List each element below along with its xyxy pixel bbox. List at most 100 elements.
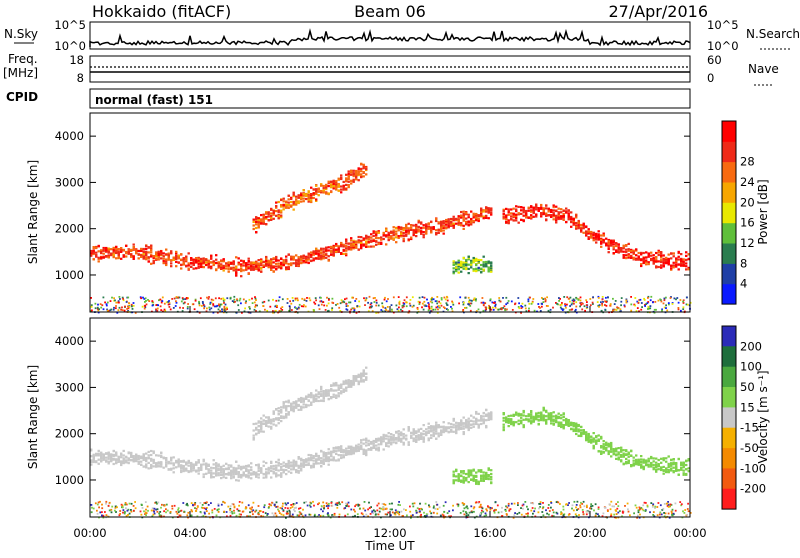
range-cell xyxy=(183,460,185,462)
range-cell xyxy=(325,455,327,457)
noise-cell xyxy=(534,310,536,312)
noise-cell xyxy=(505,297,507,299)
noise-cell xyxy=(431,306,433,308)
range-cell xyxy=(348,173,350,175)
range-cell xyxy=(258,422,260,424)
range-cell xyxy=(283,462,285,464)
noise-cell xyxy=(435,300,437,302)
noise-cell xyxy=(319,301,321,303)
range-cell xyxy=(348,383,350,385)
range-cell xyxy=(153,260,155,262)
range-cell xyxy=(313,188,315,190)
range-cell xyxy=(138,455,140,457)
range-cell xyxy=(450,429,452,431)
range-cell xyxy=(253,423,255,425)
range-cell xyxy=(475,264,477,266)
range-cell xyxy=(205,261,207,263)
range-cell xyxy=(475,411,477,413)
range-cell xyxy=(323,451,325,453)
range-cell xyxy=(543,207,545,209)
range-cell xyxy=(203,266,205,268)
noise-cell xyxy=(276,305,278,307)
range-cell xyxy=(550,413,552,415)
noise-cell xyxy=(602,301,604,303)
range-cell xyxy=(590,231,592,233)
range-cell xyxy=(605,244,607,246)
range-cell xyxy=(510,208,512,210)
range-cell xyxy=(408,444,410,446)
noise-cell xyxy=(157,304,159,306)
range-cell xyxy=(410,229,412,231)
noise-cell xyxy=(173,307,175,309)
range-cell xyxy=(115,246,117,248)
range-cell xyxy=(270,215,272,217)
range-cell xyxy=(540,208,542,210)
range-cell xyxy=(218,474,220,476)
noise-cell xyxy=(584,305,586,307)
noise-cell xyxy=(654,301,656,303)
range-cell xyxy=(505,216,507,218)
noise-cell xyxy=(279,296,281,298)
noise-cell xyxy=(514,303,516,305)
range-cell xyxy=(365,168,367,170)
range-cell xyxy=(400,231,402,233)
noise-cell xyxy=(422,303,424,305)
range-cell xyxy=(468,272,470,274)
range-cell xyxy=(323,390,325,392)
nsearch-label: N.Search xyxy=(746,27,800,41)
range-cell xyxy=(163,258,165,260)
range-cell xyxy=(328,181,330,183)
range-cell xyxy=(350,170,352,172)
range-cell xyxy=(373,240,375,242)
noise-cell xyxy=(443,306,445,308)
range-cell xyxy=(545,423,547,425)
freq-frame xyxy=(90,56,690,82)
range-cell xyxy=(198,267,200,269)
range-cell xyxy=(330,249,332,251)
range-cell xyxy=(520,206,522,208)
range-cell xyxy=(318,462,320,464)
range-cell xyxy=(533,207,535,209)
range-cell xyxy=(288,460,290,462)
range-cell xyxy=(533,417,535,419)
range-cell xyxy=(510,212,512,214)
range-cell xyxy=(373,442,375,444)
range-cell xyxy=(293,462,295,464)
range-cell xyxy=(463,216,465,218)
noise-cell xyxy=(586,304,588,306)
range-cell xyxy=(615,251,617,253)
range-cell xyxy=(280,199,282,201)
range-cell xyxy=(575,216,577,218)
range-cell xyxy=(530,205,532,207)
range-cell xyxy=(453,218,455,220)
range-cell xyxy=(445,227,447,229)
noise-cell xyxy=(428,304,430,306)
range-cell xyxy=(165,461,167,463)
range-cell xyxy=(228,271,230,273)
range-cell xyxy=(338,454,340,456)
noise-cell xyxy=(225,304,227,306)
noise-cell xyxy=(332,298,334,300)
range-cell xyxy=(470,211,472,213)
range-cell xyxy=(230,472,232,474)
range-cell xyxy=(113,254,115,256)
range-cell xyxy=(173,467,175,469)
range-cell xyxy=(308,262,310,264)
noise-cell xyxy=(425,305,427,307)
range-cell xyxy=(390,441,392,443)
range-cell xyxy=(265,473,267,475)
range-cell xyxy=(473,423,475,425)
range-cell xyxy=(525,212,527,214)
beam-title: Beam 06 xyxy=(354,2,426,21)
range-cell xyxy=(138,250,140,252)
noise-cell xyxy=(545,301,547,303)
noise-cell xyxy=(193,303,195,305)
range-cell xyxy=(600,241,602,243)
range-cell xyxy=(595,241,597,243)
range-cell xyxy=(503,426,505,428)
range-cell xyxy=(278,410,280,412)
range-cell xyxy=(358,239,360,241)
range-cell xyxy=(383,448,385,450)
range-cell xyxy=(555,415,557,417)
